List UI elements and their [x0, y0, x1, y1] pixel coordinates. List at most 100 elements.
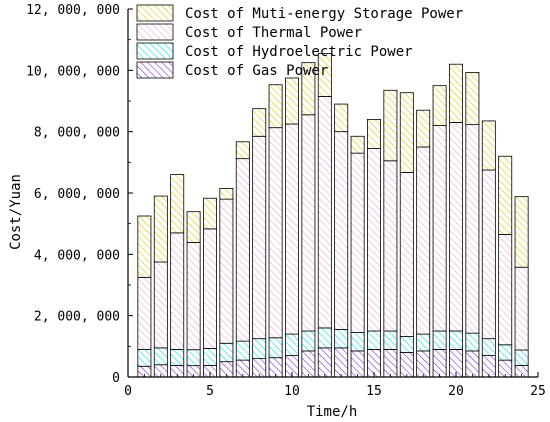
bar-segment [350, 332, 365, 352]
y-tick-label: 0 [112, 371, 120, 386]
bar-segment [170, 232, 185, 350]
bar-segment [301, 114, 316, 332]
bar-segment [137, 348, 152, 367]
x-tick-label: 5 [206, 384, 214, 399]
bar-segment [235, 158, 250, 342]
bar-segment [137, 215, 152, 278]
bar-segment [203, 348, 217, 366]
bar-segment [301, 62, 316, 116]
bar-segment [416, 146, 431, 335]
bar-segment [350, 135, 365, 154]
bar-segment [334, 131, 349, 330]
bar-segment [432, 125, 447, 332]
bar-segment [416, 109, 431, 148]
legend-label: Cost of Thermal Power [185, 25, 362, 41]
y-tick-label: 10, 000, 000 [26, 64, 120, 79]
bar-segment [383, 330, 398, 350]
bar-segment [334, 347, 349, 378]
legend-swatch [136, 4, 174, 22]
y-tick-label: 8, 000, 000 [34, 126, 120, 141]
bar-segment [514, 349, 529, 366]
bar-segment [481, 338, 496, 356]
x-tick-label: 10 [284, 384, 300, 399]
bar-segment [481, 355, 496, 378]
y-tick-label: 12, 000, 000 [26, 3, 120, 18]
bar-segment [514, 196, 529, 268]
bar-segment [137, 276, 152, 350]
bar-segment [334, 103, 349, 133]
bar-segment [350, 350, 365, 378]
bar-segment [432, 348, 447, 378]
bar-segment [235, 340, 250, 361]
bar-segment [498, 344, 513, 361]
bar-segment [203, 228, 217, 349]
bar-segment [432, 85, 447, 126]
bar-segment [383, 160, 398, 332]
bar-segment [498, 155, 513, 235]
bar-segment [252, 338, 267, 360]
bar-segment [465, 72, 480, 126]
legend-swatch [136, 61, 174, 79]
legend-label: Cost of Gas Power [185, 63, 328, 79]
bar-segment [383, 89, 398, 162]
x-axis-label: Time/h [307, 404, 358, 420]
x-tick-label: 25 [530, 384, 546, 399]
bar-segment [153, 195, 168, 263]
bar-segment [449, 330, 463, 350]
bar-segment [301, 330, 316, 352]
bar-segment [317, 327, 332, 349]
bar-segment [268, 127, 283, 339]
bar-segment [449, 63, 463, 123]
bar-segment [219, 187, 234, 200]
bar-segment [481, 169, 496, 340]
bar-segment [235, 141, 250, 160]
bar-segment [186, 349, 201, 367]
bar-segment [186, 241, 201, 351]
legend: Cost of Muti-energy Storage Power Cost of… [136, 4, 463, 79]
bar-segment [153, 261, 168, 349]
bar-segment [301, 350, 316, 378]
bar-segment [252, 135, 267, 340]
bar-segment [203, 197, 217, 230]
bar-segment [498, 233, 513, 346]
bar-segment [465, 332, 480, 352]
bar-segment [252, 108, 267, 137]
bar-segment [317, 347, 332, 378]
bar-segment [432, 330, 447, 350]
y-tick-label: 4, 000, 000 [34, 248, 120, 263]
bar-segment [383, 348, 398, 378]
legend-label: Cost of Hydroelectric Power [185, 44, 413, 60]
x-tick-label: 20 [448, 384, 464, 399]
bar-segment [170, 348, 185, 366]
y-tick-label: 2, 000, 000 [34, 310, 120, 325]
bar-segment [481, 120, 496, 171]
bar-segment [285, 77, 299, 125]
axes-layer: 0 5 10 15 20 25 0 2, 000, 000 4, 000, 000 6, 000,… [26, 3, 546, 399]
bar-segment [268, 337, 283, 359]
x-tick-label: 0 [124, 384, 132, 399]
legend-label: Cost of Muti-energy Storage Power [185, 6, 463, 22]
bar-segment [285, 333, 299, 356]
y-tick-label: 6, 000, 000 [34, 187, 120, 202]
x-tick-label: 15 [366, 384, 382, 399]
bar-segment [317, 53, 332, 97]
bar-segment [317, 96, 332, 329]
bar-segment [399, 352, 414, 378]
legend-swatch [136, 42, 174, 60]
bar-segment [268, 84, 283, 129]
bar-segment [399, 92, 414, 173]
bar-segment [465, 124, 480, 334]
bar-segment [416, 333, 431, 352]
bar-segment [285, 123, 299, 335]
bar-segment [334, 329, 349, 349]
bar-segment [367, 148, 381, 332]
bar-segment [170, 174, 185, 234]
bar-segment [399, 336, 414, 353]
bar-segment [416, 350, 431, 378]
bar-segment [367, 119, 381, 149]
legend-swatch [136, 23, 174, 41]
bar-segment [367, 330, 381, 350]
bar-segment [514, 266, 529, 351]
bar-segment [186, 211, 201, 243]
